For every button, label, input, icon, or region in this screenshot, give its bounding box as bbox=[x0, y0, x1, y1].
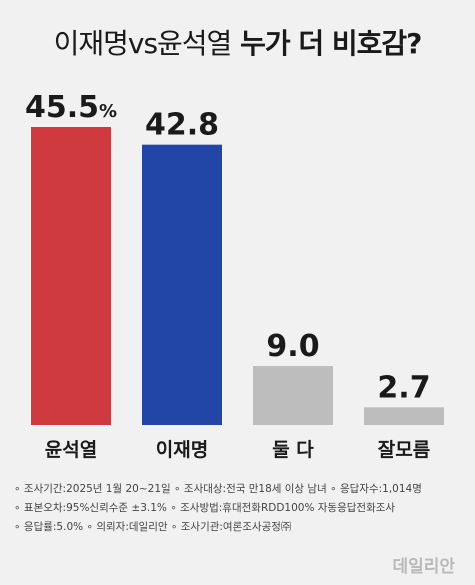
data-label-3: 2.7 bbox=[377, 370, 430, 405]
bar-chart: 45.5% 윤석열 42.8 이재명 9.0 둘 다 2.7 잘모름 bbox=[25, 90, 444, 461]
chart-title: 이재명vs윤석열 누가 더 비호감? bbox=[0, 22, 475, 62]
data-label-1: 42.8 bbox=[145, 108, 219, 143]
notes-line-1: ∘ 조사기간:2025년 1월 20~21일 ∘ 조사대상:전국 만18세 이상… bbox=[14, 483, 422, 495]
bar-3 bbox=[364, 407, 444, 425]
category-label-2: 둘 다 bbox=[272, 439, 314, 461]
title-part2: 누가 더 비호감? bbox=[240, 27, 422, 60]
notes-line-2: ∘ 표본오차:95%신뢰수준 ±3.1% ∘ 조사방법:휴대전화RDD100% … bbox=[14, 502, 396, 514]
watermark-logo: 데일리안 bbox=[392, 557, 455, 577]
category-label-1: 이재명 bbox=[156, 439, 208, 461]
bar-1 bbox=[142, 144, 222, 425]
notes-line-3: ∘ 응답률:5.0% ∘ 의뢰자:데일리안 ∘ 조사기관:여론조사공정㈜ bbox=[14, 521, 292, 533]
data-label-0: 45.5% bbox=[25, 90, 117, 125]
bar-2 bbox=[253, 366, 333, 425]
data-label-suffix-0: % bbox=[99, 101, 117, 122]
data-label-2: 9.0 bbox=[266, 329, 319, 364]
category-label-0: 윤석열 bbox=[45, 439, 97, 461]
title-part1: 이재명vs윤석열 bbox=[53, 27, 233, 60]
survey-notes: ∘ 조사기간:2025년 1월 20~21일 ∘ 조사대상:전국 만18세 이상… bbox=[14, 480, 464, 537]
bar-0 bbox=[31, 127, 111, 425]
category-label-3: 잘모름 bbox=[378, 439, 430, 461]
